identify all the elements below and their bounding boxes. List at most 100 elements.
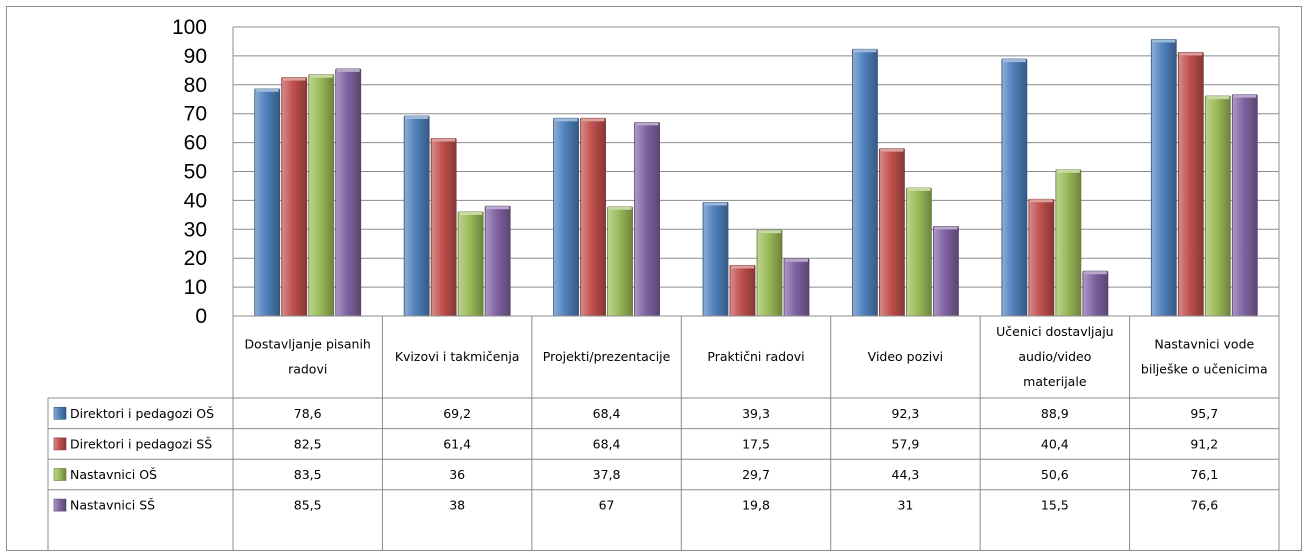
bar-6-2	[1028, 198, 1055, 317]
y-tick-label-30: 30	[184, 218, 207, 241]
category-label-7-line-2: bilješke o učenicima	[1141, 362, 1268, 377]
table-cell-4-7: 76,6	[1190, 498, 1218, 513]
legend-label-4: Nastavnici SŠ	[70, 498, 155, 513]
table-cell-1-7: 95,7	[1190, 406, 1218, 421]
bar-1-2	[281, 77, 308, 317]
table-cell-3-5: 44,3	[892, 467, 920, 482]
bar-top-1-2	[282, 77, 306, 81]
bar-top-6-1	[1002, 59, 1026, 63]
bar-7-2	[1177, 52, 1204, 317]
table-cell-2-1: 82,5	[294, 436, 322, 451]
table-cell-3-1: 83,5	[294, 467, 322, 482]
bar-top-3-3	[608, 206, 632, 210]
bar-4-2	[729, 265, 756, 317]
bar-top-6-2	[1029, 199, 1053, 203]
bar-2-2	[430, 138, 457, 317]
bar-5-4	[933, 226, 959, 317]
bar-1-3	[308, 74, 335, 317]
bar-7-4	[1231, 94, 1258, 317]
bar-6-4	[1082, 270, 1109, 317]
bar-6-3	[1055, 169, 1082, 317]
legend-key-2	[53, 437, 67, 451]
table-cell-1-6: 88,9	[1041, 406, 1069, 421]
bar-3-4	[634, 121, 660, 317]
table-cell-4-3: 67	[599, 498, 615, 513]
bar-3-2	[580, 117, 606, 317]
table-cell-2-5: 57,9	[892, 436, 920, 451]
bar-top-4-4	[785, 258, 808, 262]
bar-top-3-1	[554, 118, 578, 122]
bar-4-3	[756, 229, 783, 317]
bar-3-1	[553, 117, 579, 317]
table-cell-4-5: 31	[897, 498, 913, 513]
legend-label-1: Direktori i pedagozi OŠ	[70, 406, 214, 421]
bar-top-7-1	[1152, 39, 1176, 43]
bar-4-1	[702, 202, 729, 317]
bar-top-6-3	[1056, 169, 1080, 173]
bar-5-3	[906, 187, 932, 317]
table-cell-4-6: 15,5	[1041, 498, 1069, 513]
table-cell-1-5: 92,3	[892, 406, 920, 421]
category-label-6-line-1: Učenici dostavljaju	[996, 324, 1113, 339]
bar-top-2-1	[405, 116, 429, 120]
y-tick-label-20: 20	[184, 247, 207, 270]
table-cell-2-3: 68,4	[593, 436, 621, 451]
category-label-6-line-3: materijale	[1023, 374, 1087, 389]
bar-top-1-1	[255, 88, 279, 92]
bar-top-2-3	[459, 211, 483, 215]
table-cell-3-3: 37,8	[593, 467, 621, 482]
bar-top-1-4	[336, 68, 360, 72]
table-cell-2-2: 61,4	[443, 436, 471, 451]
bar-top-1-3	[309, 74, 333, 78]
legend-key-4	[53, 498, 67, 512]
table-cell-1-4: 39,3	[742, 406, 770, 421]
bar-top-4-1	[704, 202, 727, 206]
category-label-1-line-2: radovi	[288, 362, 327, 377]
y-tick-label-90: 90	[184, 45, 207, 68]
legend-label-3: Nastavnici OŠ	[70, 467, 157, 482]
data-table: Dostavljanje pisanih radovi Kvizovi i takm…	[47, 315, 1280, 551]
bar-top-2-4	[486, 206, 510, 210]
bar-top-7-4	[1233, 94, 1257, 98]
y-tick-label-40: 40	[184, 189, 207, 212]
legend-key-3	[53, 468, 67, 481]
bar-1-4	[335, 68, 362, 317]
bar-4-4	[783, 258, 810, 317]
gridlines	[233, 26, 1279, 317]
table-cell-3-6: 50,6	[1041, 467, 1069, 482]
category-label-6-line-2: audio/video	[1018, 349, 1091, 364]
bar-5-2	[879, 148, 905, 317]
category-label-7-line-1: Nastavnici vode	[1154, 337, 1254, 352]
table-cell-4-4: 19,8	[742, 498, 770, 513]
bar-top-2-2	[432, 138, 456, 142]
table-cell-1-1: 78,6	[294, 406, 322, 421]
table-cell-2-6: 40,4	[1041, 436, 1069, 451]
table-cell-2-4: 17,5	[742, 436, 770, 451]
bar-2-3	[457, 211, 484, 317]
bar-top-5-1	[853, 49, 877, 53]
table-cell-4-2: 38	[449, 498, 465, 513]
bar-top-5-4	[934, 226, 958, 230]
table-cell-1-3: 68,4	[593, 406, 621, 421]
table-cell-1-2: 69,2	[443, 406, 471, 421]
legend-label-2: Direktori i pedagozi SŠ	[70, 436, 212, 451]
bar-7-3	[1204, 95, 1231, 317]
category-label-4-line-1: Praktični radovi	[707, 349, 804, 364]
y-tick-label-100: 100	[172, 16, 207, 39]
y-tick-label-0: 0	[195, 305, 207, 328]
bar-2-4	[484, 205, 511, 317]
y-tick-label-10: 10	[184, 276, 207, 299]
bar-top-3-4	[635, 122, 659, 126]
bar-1-1	[254, 88, 281, 317]
bar-top-5-3	[907, 187, 931, 191]
bar-6-1	[1001, 58, 1028, 317]
y-axis: 0 10 20 30 40 50 60 70 80 90 100	[172, 16, 1280, 328]
legend-key-1	[53, 406, 67, 420]
bar-top-5-2	[880, 148, 904, 152]
bars	[254, 39, 1258, 317]
table-cell-3-2: 36	[449, 467, 465, 482]
y-tick-label-50: 50	[184, 161, 207, 184]
table-cell-3-4: 29,7	[742, 467, 770, 482]
table-cell-3-7: 76,1	[1190, 467, 1218, 482]
bar-top-4-3	[758, 230, 781, 234]
